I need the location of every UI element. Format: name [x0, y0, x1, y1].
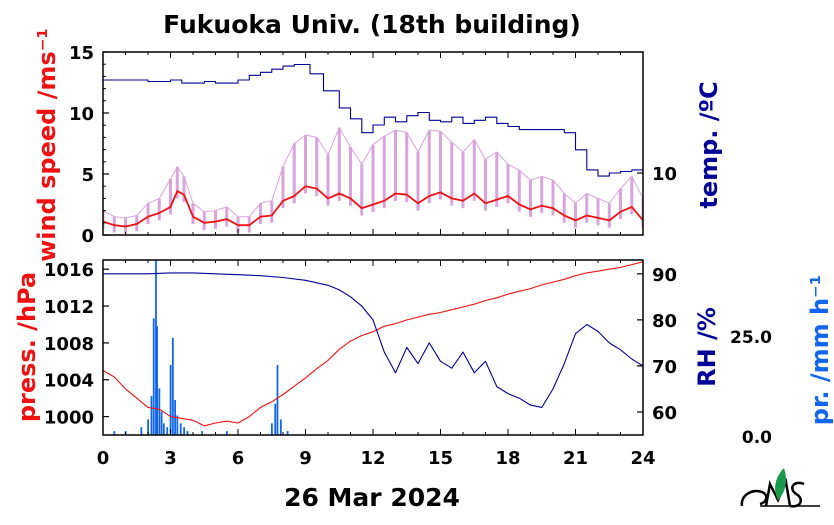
hour-tick-label: 18 — [495, 448, 520, 469]
wind-tick-label: 10 — [69, 104, 94, 125]
precipitation-bar — [270, 423, 273, 435]
rh-tick-label: 90 — [652, 265, 677, 286]
hour-tick-label: 0 — [97, 448, 110, 469]
precipitation-bar — [152, 318, 155, 435]
date-label: 26 Mar 2024 — [284, 483, 460, 512]
wind-tick-label: 0 — [81, 226, 94, 247]
wind-speed-axis-label: wind speed /ms⁻¹ — [33, 28, 61, 262]
pressure-tick-label: 1016 — [44, 260, 94, 281]
precipitation-bar — [276, 365, 279, 435]
precipitation-bar — [155, 260, 157, 435]
precipitation-tick-label: 25.0 — [730, 328, 772, 348]
precipitation-bar — [140, 427, 143, 435]
hour-tick-label: 15 — [428, 448, 453, 469]
wind-tick-label: 5 — [81, 165, 94, 186]
hour-tick-label: 3 — [164, 448, 177, 469]
hour-tick-label: 9 — [299, 448, 312, 469]
pressure-line — [103, 261, 643, 427]
precipitation-bar — [201, 431, 203, 435]
hour-tick-label: 6 — [232, 448, 245, 469]
precipitation-bar — [176, 415, 179, 435]
wind-gust-line — [103, 127, 643, 219]
precipitation-bar — [162, 423, 165, 435]
precipitation-bar — [166, 427, 169, 435]
precipitation-bar — [183, 427, 185, 435]
precipitation-bar — [179, 423, 182, 435]
hour-tick-label: 24 — [630, 448, 655, 469]
hour-tick-label: 21 — [563, 448, 588, 469]
precipitation-bar — [186, 431, 189, 435]
precipitation-bar — [274, 403, 277, 435]
precipitation-bar — [113, 431, 116, 435]
precipitation-bar — [158, 388, 161, 435]
pressure-tick-label: 1004 — [44, 371, 94, 392]
rh-tick-label: 80 — [652, 311, 677, 332]
pressure-axis-label: press. /hPa — [13, 272, 41, 422]
precipitation-bar — [279, 419, 282, 435]
pressure-tick-label: 1012 — [44, 297, 94, 318]
humidity-axis-label: RH /% — [693, 307, 721, 387]
precipitation-bar — [160, 411, 163, 435]
rh-tick-label: 60 — [652, 403, 677, 424]
precipitation-bar — [171, 337, 174, 435]
hour-tick-label: 12 — [360, 448, 385, 469]
precipitation-bar — [169, 365, 172, 435]
precipitation-bar — [286, 431, 289, 435]
wind-speed-line — [103, 185, 643, 228]
precipitation-bar — [147, 419, 149, 435]
wind-tick-label: 15 — [69, 43, 94, 64]
pressure-tick-label: 1008 — [44, 334, 94, 355]
precipitation-bar — [150, 396, 153, 435]
lower-plot-frame — [102, 259, 644, 436]
precipitation-bar — [225, 431, 228, 435]
rh-tick-label: 70 — [652, 357, 677, 378]
institution-logo — [740, 468, 820, 508]
precipitation-tick-label: 0.0 — [742, 428, 772, 448]
precipitation-bar — [156, 326, 158, 435]
temp-tick-label: 10 — [652, 164, 677, 185]
temperature-line — [103, 63, 643, 177]
chart-title: Fukuoka Univ. (18th building) — [163, 10, 581, 39]
pressure-tick-label: 1000 — [44, 408, 94, 429]
precipitation-axis-label: pr. /mm h⁻¹ — [806, 275, 834, 425]
humidity-line — [103, 272, 643, 408]
temperature-axis-label: temp. /ºC — [695, 81, 723, 208]
